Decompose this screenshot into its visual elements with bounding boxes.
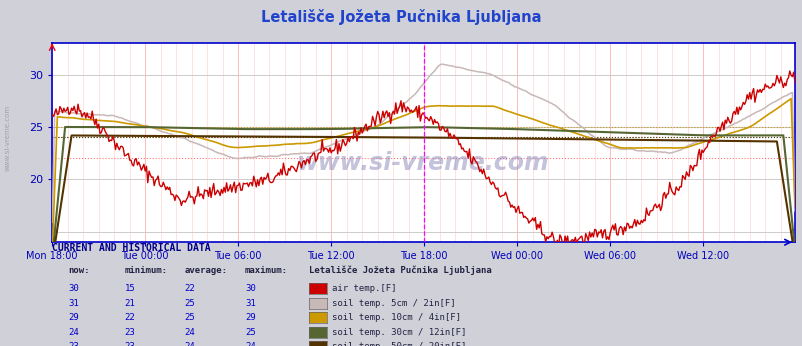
Text: 15: 15 (124, 284, 135, 293)
Text: 29: 29 (68, 313, 79, 322)
Text: 24: 24 (245, 343, 255, 346)
Text: soil temp. 5cm / 2in[F]: soil temp. 5cm / 2in[F] (331, 299, 455, 308)
Text: 24: 24 (184, 328, 195, 337)
Text: soil temp. 10cm / 4in[F]: soil temp. 10cm / 4in[F] (331, 313, 460, 322)
Text: Letališče Jožeta Pučnika Ljubljana: Letališče Jožeta Pučnika Ljubljana (261, 9, 541, 25)
Text: average:: average: (184, 266, 228, 275)
Text: 25: 25 (184, 299, 195, 308)
Text: now:: now: (68, 266, 90, 275)
Text: 30: 30 (245, 284, 255, 293)
Text: 24: 24 (68, 328, 79, 337)
Text: www.si-vreme.com: www.si-vreme.com (5, 105, 11, 172)
Text: 31: 31 (68, 299, 79, 308)
Text: 31: 31 (245, 299, 255, 308)
Text: maximum:: maximum: (245, 266, 288, 275)
Text: soil temp. 30cm / 12in[F]: soil temp. 30cm / 12in[F] (331, 328, 465, 337)
Text: 25: 25 (245, 328, 255, 337)
Text: 22: 22 (184, 284, 195, 293)
Text: minimum:: minimum: (124, 266, 168, 275)
Text: 23: 23 (68, 343, 79, 346)
Text: 24: 24 (184, 343, 195, 346)
Text: 23: 23 (124, 343, 135, 346)
Text: CURRENT AND HISTORICAL DATA: CURRENT AND HISTORICAL DATA (52, 243, 211, 253)
Text: 29: 29 (245, 313, 255, 322)
Text: www.si-vreme.com: www.si-vreme.com (297, 151, 549, 175)
Text: 22: 22 (124, 313, 135, 322)
Text: 30: 30 (68, 284, 79, 293)
Text: air temp.[F]: air temp.[F] (331, 284, 395, 293)
Text: 25: 25 (184, 313, 195, 322)
Text: 21: 21 (124, 299, 135, 308)
Text: 23: 23 (124, 328, 135, 337)
Text: soil temp. 50cm / 20in[F]: soil temp. 50cm / 20in[F] (331, 343, 465, 346)
Text: Letališče Jožeta Pučnika Ljubljana: Letališče Jožeta Pučnika Ljubljana (309, 266, 492, 275)
